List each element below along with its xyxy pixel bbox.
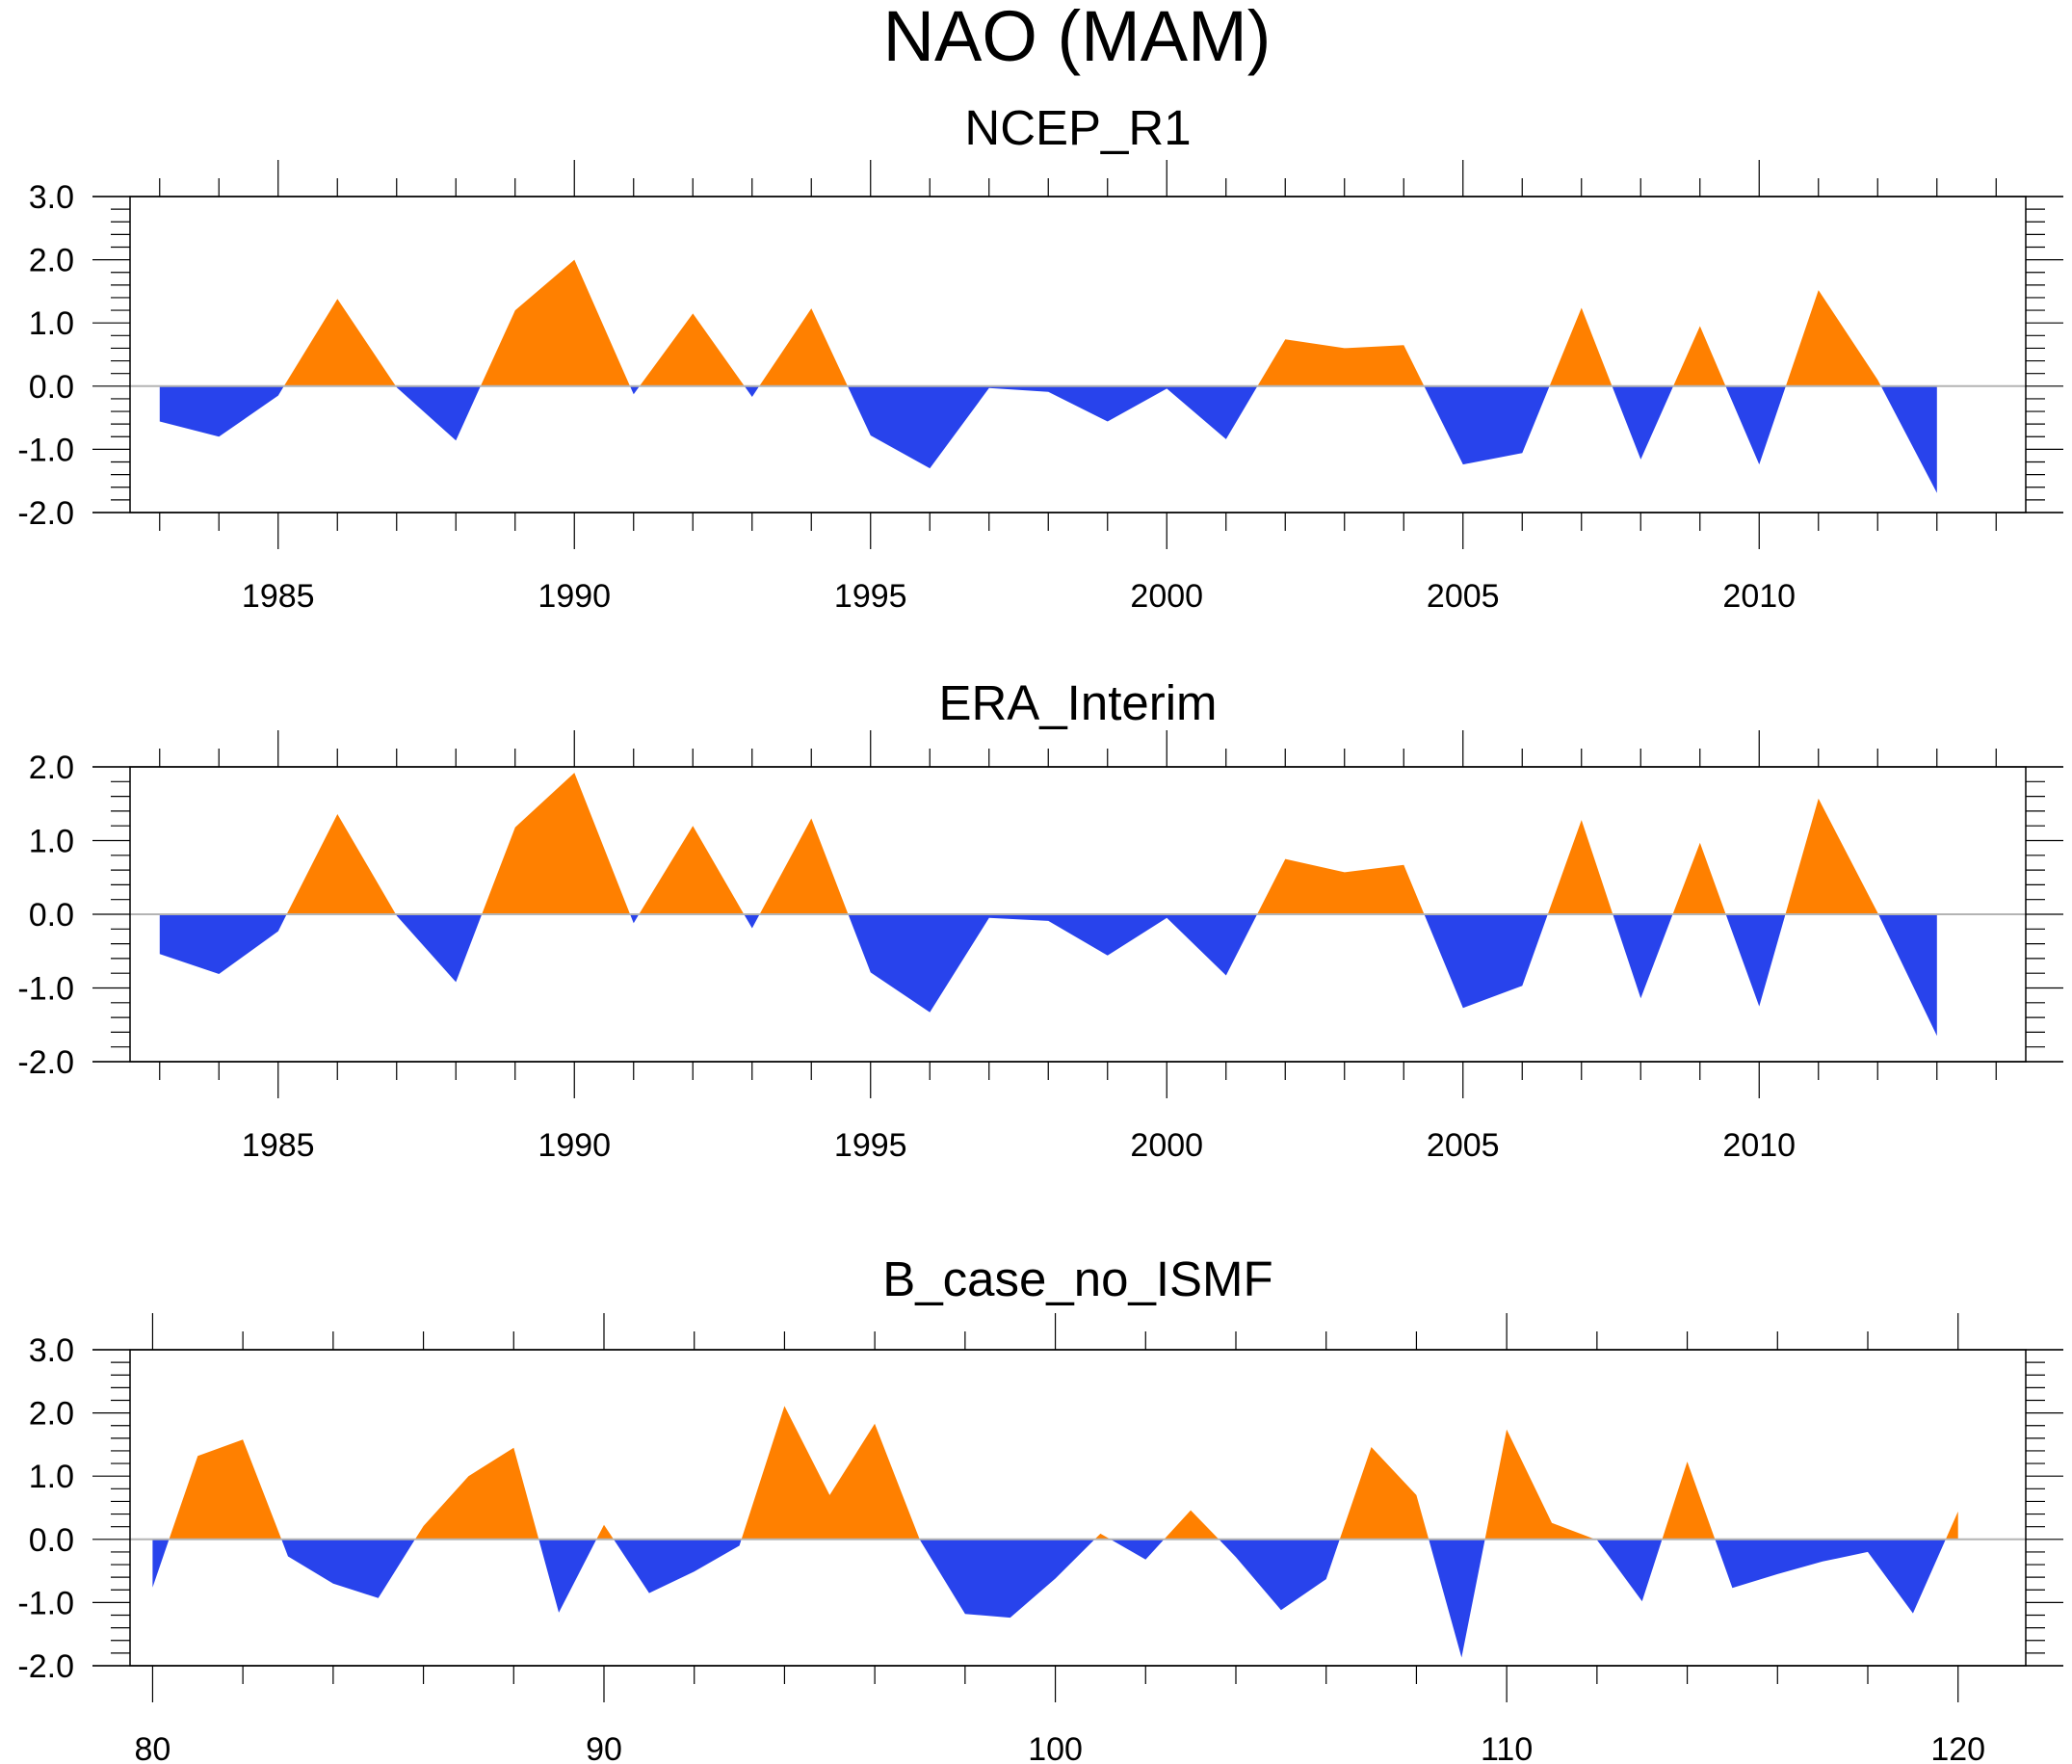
y-tick-label: 2.0 xyxy=(29,750,74,786)
x-tick-label: 90 xyxy=(586,1731,622,1764)
y-tick-label: -1.0 xyxy=(17,432,74,468)
x-tick-label: 1985 xyxy=(242,578,315,615)
y-tick-label: -2.0 xyxy=(17,1044,74,1081)
plot-frame xyxy=(129,196,2027,513)
panel-ncep-r1: NCEP_R1 3.0 2.0 1.0 0.0 -1.0 -2.0 1985 1990 1995… xyxy=(17,100,2063,615)
y-tick-label: 3.0 xyxy=(29,179,74,216)
x-tick-label: 1990 xyxy=(538,578,611,615)
y-tick-label: 2.0 xyxy=(29,243,74,279)
panel-title: NCEP_R1 xyxy=(964,100,1191,155)
positive-area xyxy=(159,259,1937,386)
x-tick-label: 1995 xyxy=(834,578,907,615)
y-tick-label: -1.0 xyxy=(17,971,74,1008)
y-tick-label: 3.0 xyxy=(29,1332,74,1369)
x-tick-label: 2010 xyxy=(1722,578,1796,615)
panel-title: ERA_Interim xyxy=(938,675,1217,730)
x-tick-label: 2000 xyxy=(1130,578,1203,615)
plot-frame xyxy=(129,1349,2027,1667)
x-tick-label: 1985 xyxy=(242,1127,315,1164)
negative-area xyxy=(159,914,1937,1037)
y-tick-label: 0.0 xyxy=(29,1522,74,1559)
y-tick-label: -2.0 xyxy=(17,1648,74,1685)
y-tick-label: 2.0 xyxy=(29,1396,74,1433)
panel-title: B_case_no_ISMF xyxy=(882,1251,1272,1306)
panel-b-case-no-ismf: B_case_no_ISMF 3.0 2.0 1.0 0.0 -1.0 -2.0 80 90 1… xyxy=(17,1251,2063,1764)
negative-area xyxy=(159,385,1937,493)
x-tick-label: 1990 xyxy=(538,1127,611,1164)
x-tick-label: 1995 xyxy=(834,1127,907,1164)
y-tick-label: 1.0 xyxy=(29,824,74,860)
figure-title: NAO (MAM) xyxy=(883,0,1272,76)
area-fills xyxy=(159,773,1937,1037)
area-fills xyxy=(159,259,1937,493)
y-tick-label: 1.0 xyxy=(29,305,74,342)
negative-area xyxy=(152,1539,1958,1658)
positive-area xyxy=(152,1406,1958,1540)
x-tick-label: 110 xyxy=(1481,1731,1533,1764)
y-tick-label: 0.0 xyxy=(29,897,74,934)
panel-era-interim: ERA_Interim 2.0 1.0 0.0 -1.0 -2.0 1985 1990 199… xyxy=(17,675,2063,1164)
x-tick-label: 2005 xyxy=(1427,578,1500,615)
x-tick-label: 2010 xyxy=(1722,1127,1796,1164)
x-tick-label: 2000 xyxy=(1130,1127,1203,1164)
y-tick-label: -1.0 xyxy=(17,1585,74,1621)
x-tick-label: 120 xyxy=(1930,1731,1985,1764)
area-fills xyxy=(152,1406,1958,1658)
positive-area xyxy=(159,773,1937,914)
y-tick-label: -2.0 xyxy=(17,495,74,532)
y-tick-label: 1.0 xyxy=(29,1459,74,1495)
x-tick-label: 2005 xyxy=(1427,1127,1500,1164)
y-tick-label: 0.0 xyxy=(29,369,74,406)
x-tick-label: 100 xyxy=(1028,1731,1083,1764)
x-tick-label: 80 xyxy=(135,1731,171,1764)
